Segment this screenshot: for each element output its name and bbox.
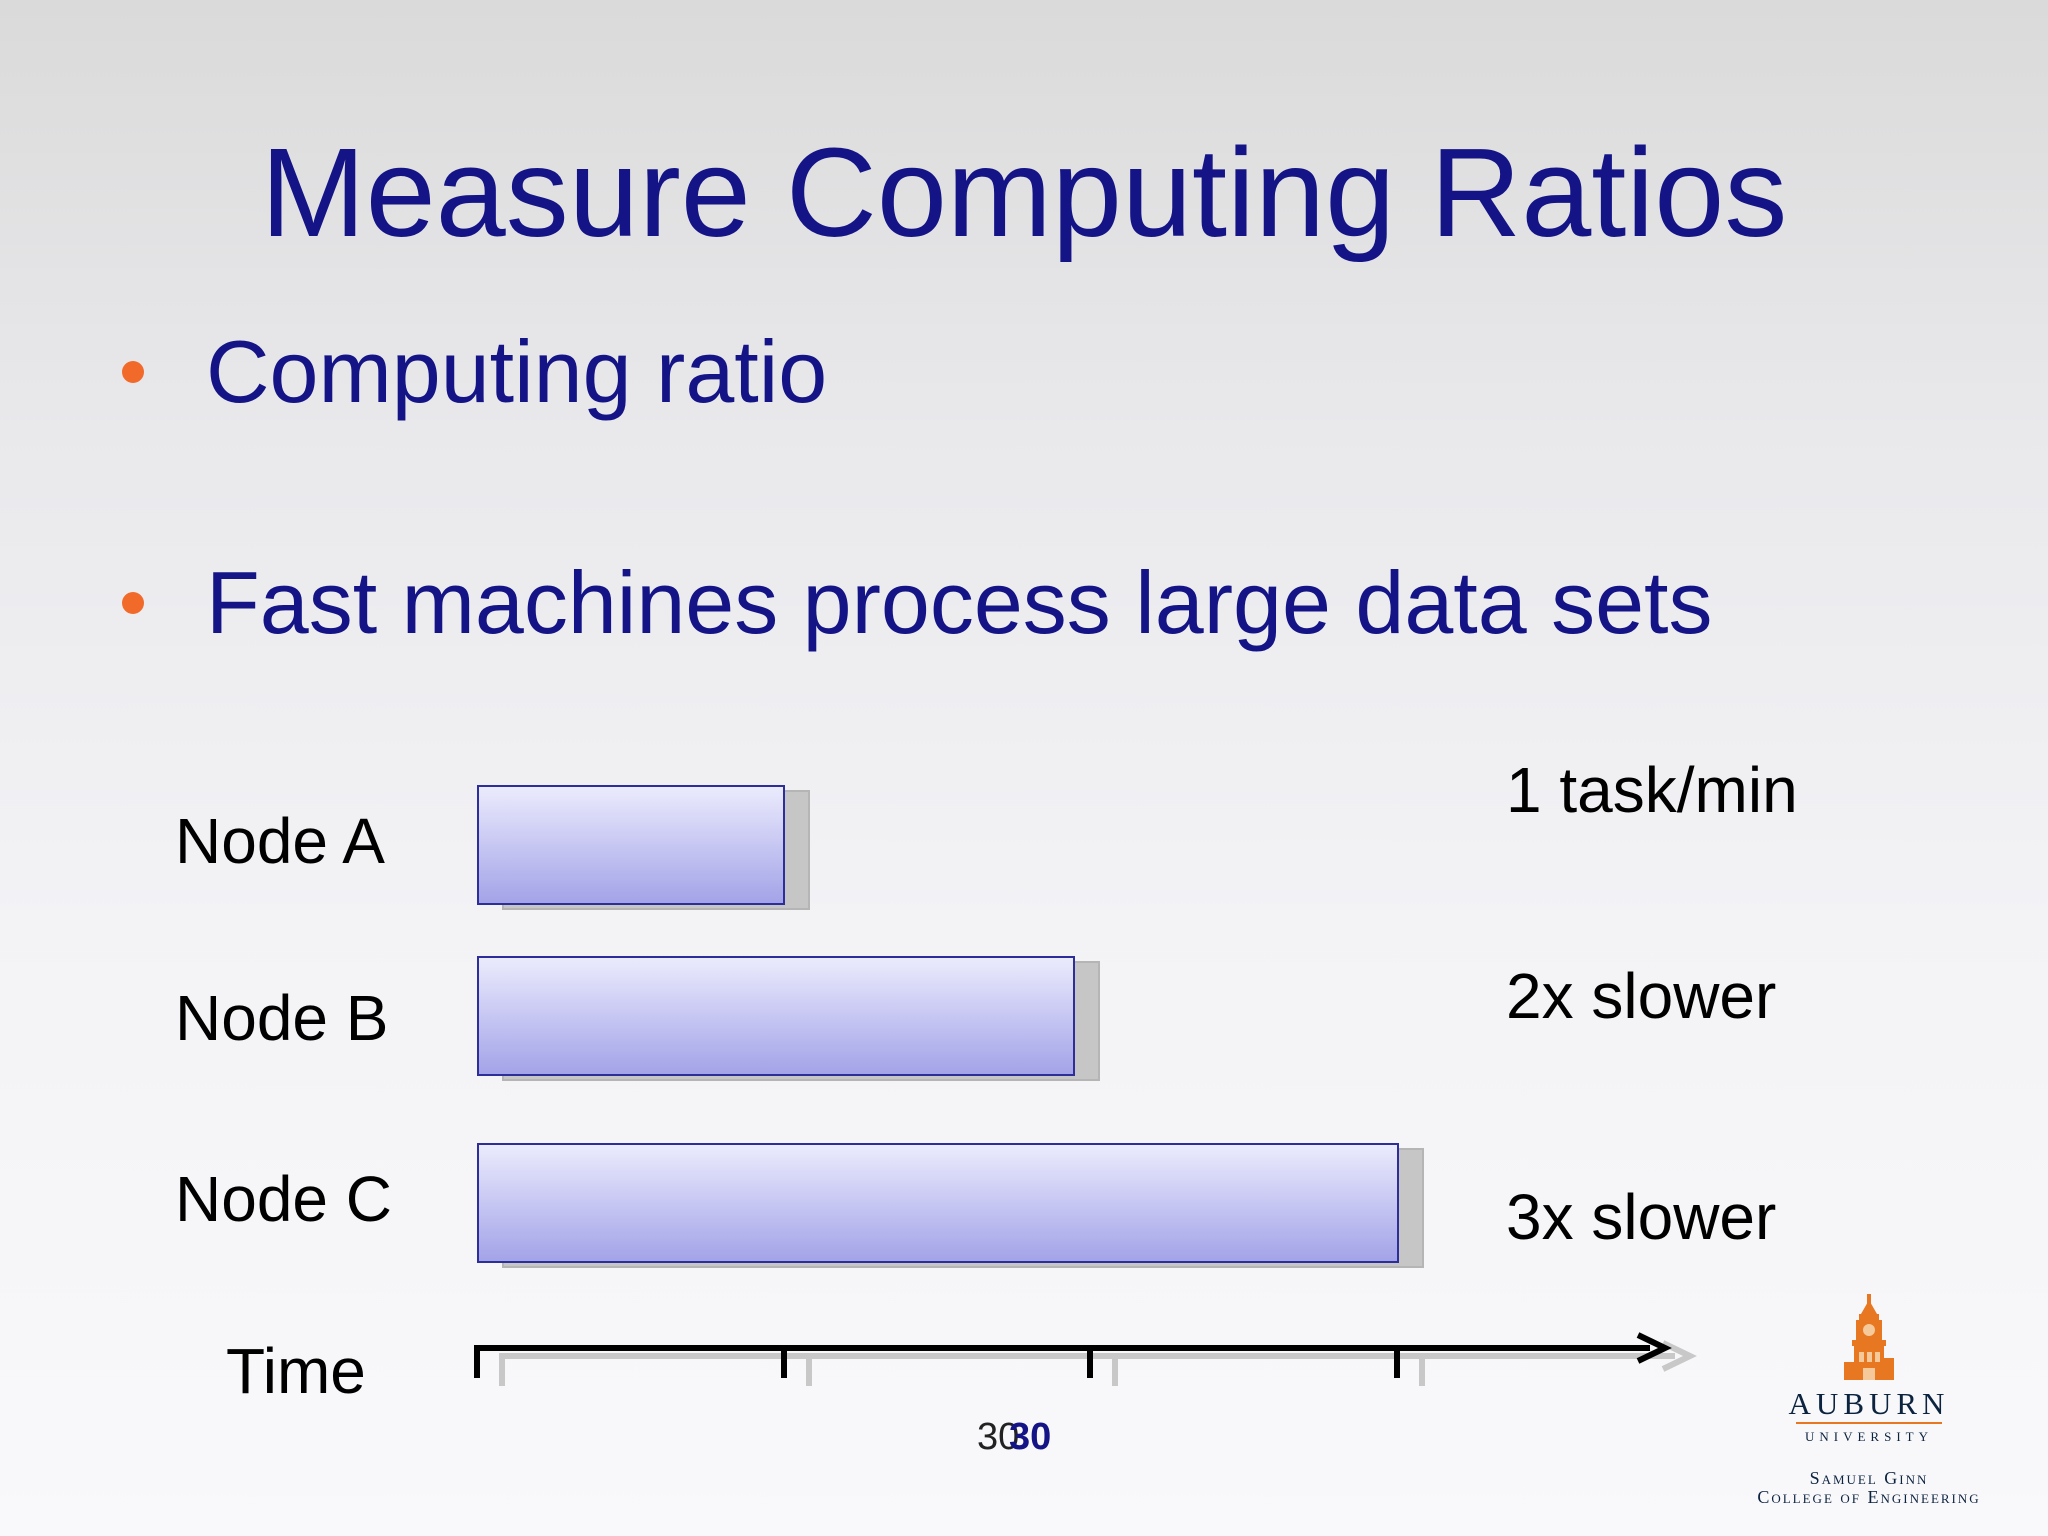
bullet-item-1: Computing ratio bbox=[122, 322, 827, 422]
bullet-text: Computing ratio bbox=[206, 322, 828, 421]
rate-label-c: 3x slower bbox=[1506, 1181, 1777, 1253]
time-axis-line bbox=[474, 1332, 1672, 1378]
logo-subtitle: UNIVERSITY bbox=[1805, 1429, 1933, 1444]
slide-title: Measure Computing Ratios bbox=[260, 122, 1788, 263]
rate-label-a: 1 task/min bbox=[1506, 754, 1798, 826]
page-number-main: 30 bbox=[1009, 1416, 1052, 1458]
bullet-dot-icon bbox=[122, 592, 144, 614]
node-label-c: Node C bbox=[175, 1163, 392, 1235]
bullet-text: Fast machines process large data sets bbox=[206, 553, 1713, 652]
logo-college-line-1: Samuel Ginn bbox=[1809, 1468, 1929, 1488]
node-label-b: Node B bbox=[175, 982, 389, 1054]
bullet-item-2: Fast machines process large data sets bbox=[122, 553, 1712, 653]
node-b-bar bbox=[477, 956, 1075, 1076]
logo-divider bbox=[1796, 1422, 1942, 1424]
logo-name: AUBURN bbox=[1788, 1386, 1950, 1421]
node-c-bar bbox=[477, 1143, 1399, 1263]
auburn-logo: AUBURN UNIVERSITY Samuel Ginn College of… bbox=[1738, 1292, 2000, 1512]
logo-college-line-2: College of Engineering bbox=[1757, 1487, 1981, 1507]
clock-tower-icon bbox=[1844, 1294, 1894, 1380]
time-axis-label: Time bbox=[226, 1335, 366, 1407]
node-label-a: Node A bbox=[175, 805, 385, 877]
rate-label-b: 2x slower bbox=[1506, 960, 1777, 1032]
page-number: 30 30 bbox=[977, 1414, 1051, 1460]
node-a-bar bbox=[477, 785, 785, 905]
bullet-dot-icon bbox=[122, 361, 144, 383]
page-number-shadow: 30 bbox=[977, 1416, 1020, 1458]
